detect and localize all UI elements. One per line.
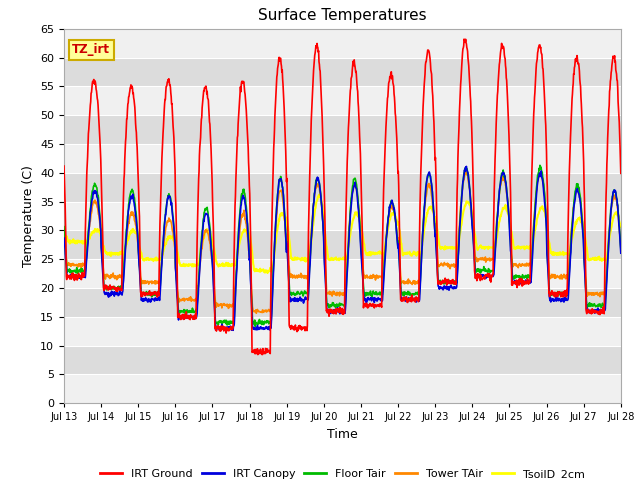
Tower TAir	[502, 187, 510, 193]
IRT Canopy	[60, 235, 68, 241]
Legend: IRT Ground, IRT Canopy, Floor Tair, Tower TAir, TsoilD_2cm: IRT Ground, IRT Canopy, Floor Tair, Towe…	[95, 465, 589, 480]
Floor Tair	[536, 162, 544, 168]
IRT Ground	[60, 163, 68, 169]
Floor Tair	[429, 200, 437, 205]
Floor Tair	[60, 224, 68, 229]
Floor Tair	[246, 262, 254, 268]
Tower TAir	[184, 297, 191, 302]
TsoilD_2cm	[60, 230, 68, 236]
IRT Canopy	[502, 183, 510, 189]
Bar	[64, 317, 621, 346]
IRT Ground	[617, 170, 625, 176]
IRT Canopy	[617, 250, 625, 256]
Tower TAir	[429, 205, 437, 211]
Tower TAir	[552, 273, 559, 279]
TsoilD_2cm	[170, 237, 178, 243]
Tower TAir	[252, 311, 260, 316]
IRT Canopy	[246, 277, 254, 283]
IRT Ground	[170, 145, 178, 151]
Bar	[64, 173, 621, 202]
Floor Tair	[552, 292, 559, 298]
TsoilD_2cm	[315, 192, 323, 198]
IRT Ground	[246, 208, 254, 214]
IRT Ground	[184, 313, 191, 319]
Tower TAir	[246, 259, 254, 265]
IRT Canopy	[184, 312, 191, 318]
Line: Floor Tair: Floor Tair	[64, 165, 621, 326]
Bar	[64, 29, 621, 58]
Tower TAir	[60, 232, 68, 238]
X-axis label: Time: Time	[327, 428, 358, 441]
Line: IRT Canopy: IRT Canopy	[64, 167, 621, 330]
Line: Tower TAir: Tower TAir	[64, 171, 621, 313]
Y-axis label: Temperature (C): Temperature (C)	[22, 165, 35, 267]
Floor Tair	[252, 324, 259, 329]
Bar	[64, 259, 621, 288]
Bar	[64, 144, 621, 173]
TsoilD_2cm	[184, 263, 191, 269]
Line: IRT Ground: IRT Ground	[64, 39, 621, 355]
IRT Ground	[460, 36, 468, 42]
Bar	[64, 374, 621, 403]
TsoilD_2cm	[552, 250, 559, 256]
IRT Canopy	[429, 201, 437, 207]
TsoilD_2cm	[502, 206, 510, 212]
Floor Tair	[184, 310, 191, 315]
Tower TAir	[170, 241, 178, 247]
IRT Ground	[552, 294, 559, 300]
Bar	[64, 288, 621, 317]
Title: Surface Temperatures: Surface Temperatures	[258, 9, 427, 24]
Line: TsoilD_2cm: TsoilD_2cm	[64, 195, 621, 273]
TsoilD_2cm	[617, 224, 625, 229]
TsoilD_2cm	[429, 209, 437, 215]
Text: TZ_irt: TZ_irt	[72, 43, 110, 56]
Bar	[64, 115, 621, 144]
Tower TAir	[462, 168, 470, 174]
Bar	[64, 230, 621, 259]
IRT Canopy	[170, 231, 178, 237]
IRT Ground	[429, 103, 437, 108]
TsoilD_2cm	[246, 232, 254, 238]
Bar	[64, 202, 621, 230]
IRT Canopy	[463, 164, 470, 169]
Bar	[64, 86, 621, 115]
IRT Ground	[502, 75, 510, 81]
Tower TAir	[617, 244, 625, 250]
Bar	[64, 346, 621, 374]
IRT Canopy	[552, 296, 559, 302]
Floor Tair	[170, 229, 178, 235]
Bar	[64, 58, 621, 86]
TsoilD_2cm	[264, 270, 271, 276]
Floor Tair	[502, 179, 509, 184]
IRT Ground	[254, 352, 262, 358]
Floor Tair	[617, 246, 625, 252]
IRT Canopy	[229, 327, 237, 333]
